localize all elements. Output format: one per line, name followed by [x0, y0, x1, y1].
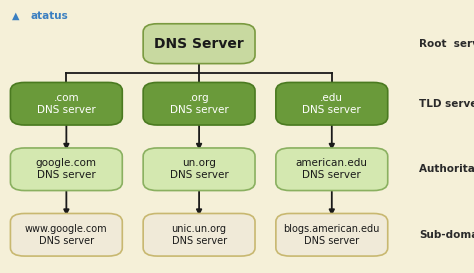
- Text: ▲: ▲: [12, 11, 19, 21]
- FancyBboxPatch shape: [276, 213, 388, 256]
- FancyBboxPatch shape: [143, 213, 255, 256]
- Text: www.google.com
DNS server: www.google.com DNS server: [25, 224, 108, 246]
- Text: TLD server: TLD server: [419, 99, 474, 109]
- FancyBboxPatch shape: [276, 148, 388, 191]
- Text: american.edu
DNS server: american.edu DNS server: [296, 158, 368, 180]
- Text: Sub-domain: Sub-domain: [419, 230, 474, 240]
- Text: Root  server: Root server: [419, 39, 474, 49]
- Text: google.com
DNS server: google.com DNS server: [36, 158, 97, 180]
- Text: .org
DNS server: .org DNS server: [170, 93, 228, 115]
- FancyBboxPatch shape: [10, 148, 122, 191]
- Text: Authoritative server: Authoritative server: [419, 164, 474, 174]
- FancyBboxPatch shape: [276, 82, 388, 125]
- FancyBboxPatch shape: [10, 82, 122, 125]
- Text: blogs.american.edu
DNS server: blogs.american.edu DNS server: [283, 224, 380, 246]
- FancyBboxPatch shape: [143, 148, 255, 191]
- FancyBboxPatch shape: [143, 24, 255, 64]
- Text: un.org
DNS server: un.org DNS server: [170, 158, 228, 180]
- FancyBboxPatch shape: [143, 82, 255, 125]
- Text: atatus: atatus: [31, 11, 69, 21]
- FancyBboxPatch shape: [10, 213, 122, 256]
- Text: unic.un.org
DNS server: unic.un.org DNS server: [172, 224, 227, 246]
- Text: .com
DNS server: .com DNS server: [37, 93, 96, 115]
- Text: .edu
DNS server: .edu DNS server: [302, 93, 361, 115]
- Text: DNS Server: DNS Server: [154, 37, 244, 51]
